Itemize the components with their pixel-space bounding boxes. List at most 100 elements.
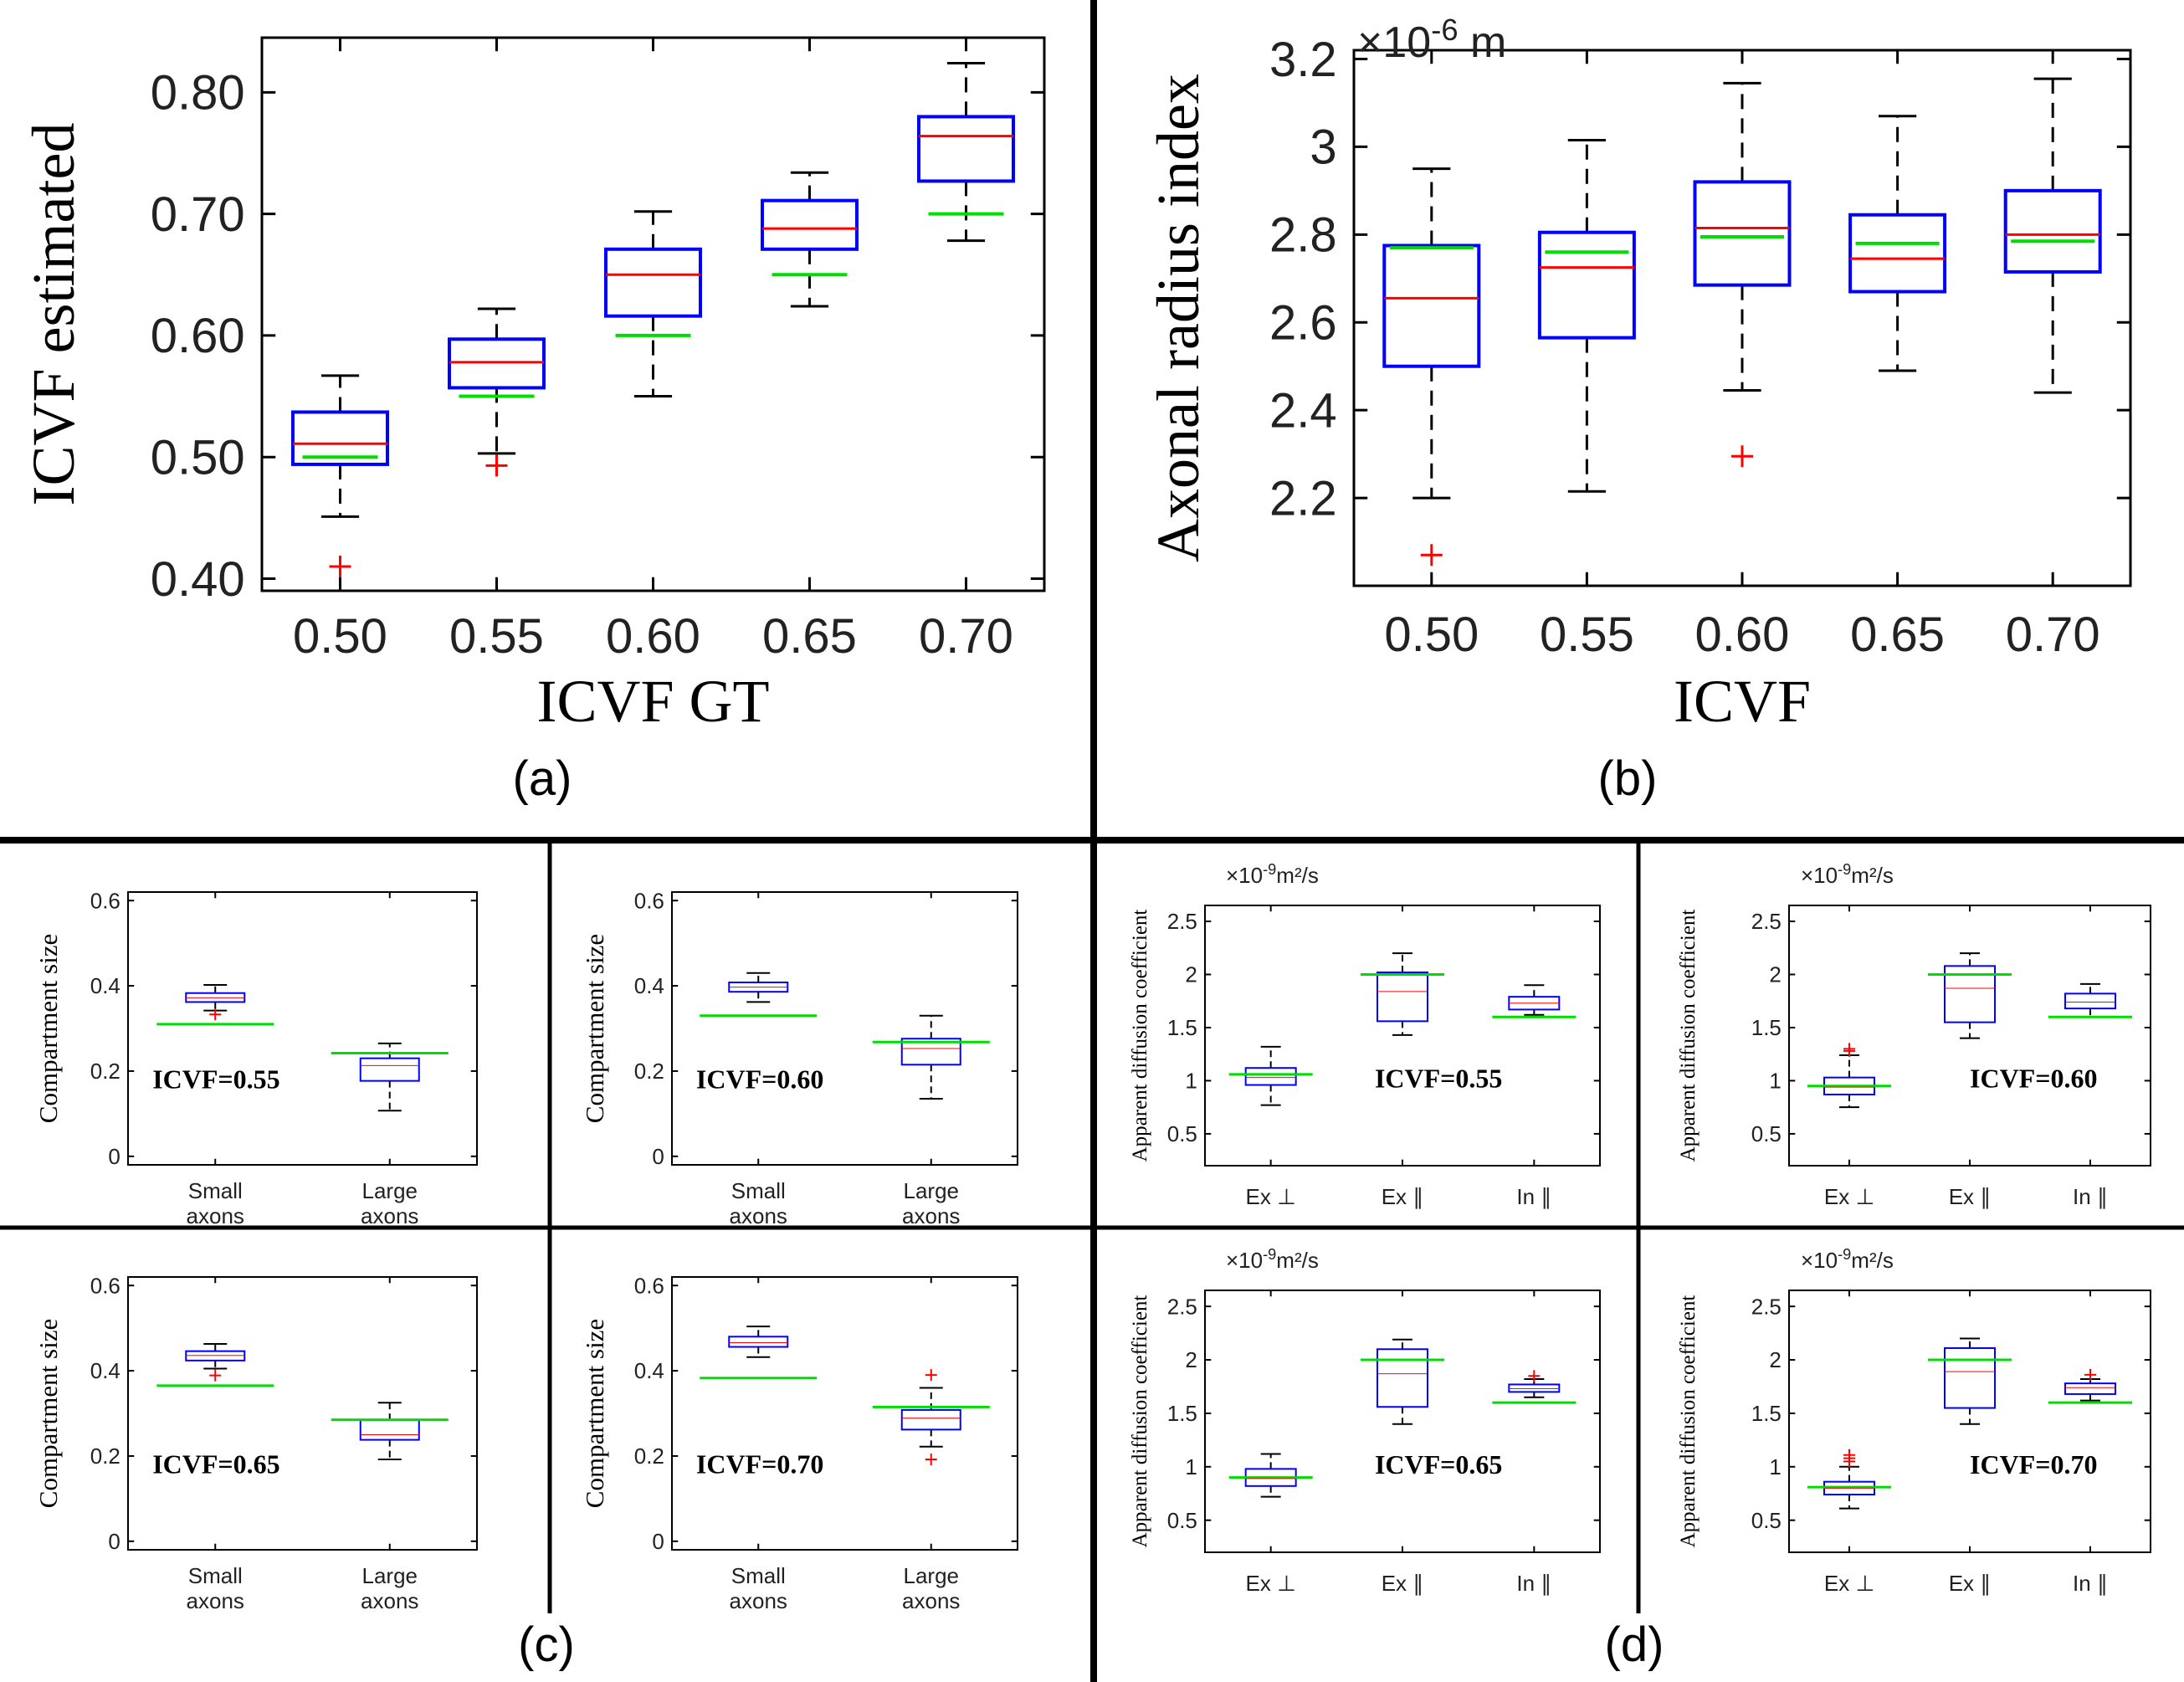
y-tick-label-a: 0.60 — [151, 309, 245, 363]
plot-b: 2.2 2.4 2.6 2.8 3 3.2 0.50 0.55 0.60 0.65 0.70 Axon… — [1145, 13, 2132, 735]
multiplier-unit: m²/s — [1276, 1248, 1319, 1273]
y-tick-label-c2: 0.4 — [634, 973, 664, 998]
y-axis-label-d1: Apparent diffusion coefficient — [1129, 910, 1151, 1162]
y-axis-label-a: ICVF estimated — [20, 123, 87, 506]
axis-multiplier-d1: ×10-9m²/s — [1226, 861, 1319, 888]
plot-d3: 0.5 1 1.5 2 2.5 Ex ⊥ Ex ∥ In ∥ Apparent diffusio… — [1129, 1246, 1601, 1596]
y-tick-label-d4: 2 — [1769, 1347, 1781, 1372]
box-c4 — [900, 1408, 961, 1431]
x-tick-label-d2: In ∥ — [2073, 1184, 2108, 1209]
x-tick-label-c1: axons — [187, 1203, 244, 1228]
icvf-annotation-c3: ICVF=0.65 — [152, 1449, 279, 1479]
y-tick-label-d1: 1 — [1185, 1069, 1197, 1094]
multiplier-exponent: -9 — [1263, 1246, 1276, 1263]
y-tick-label-c4: 0.6 — [634, 1273, 664, 1298]
x-tick-label-c3: axons — [361, 1588, 418, 1613]
outlier-marker-d4 — [2084, 1368, 2096, 1381]
y-tick-label-d2: 2.5 — [1751, 909, 1782, 934]
y-tick-label-b: 2.4 — [1269, 383, 1337, 438]
y-tick-label-c4: 0 — [652, 1529, 664, 1554]
x-tick-label-c1: Large — [362, 1178, 418, 1203]
x-tick-label-c3: Large — [362, 1563, 418, 1588]
icvf-annotation-d2: ICVF=0.60 — [1970, 1064, 2097, 1094]
box-d1 — [1244, 1067, 1297, 1086]
y-tick-label-c3: 0.6 — [90, 1273, 120, 1298]
y-tick-label-d3: 2 — [1185, 1347, 1197, 1372]
box-a — [761, 198, 859, 251]
multiplier-exponent: -6 — [1431, 13, 1458, 47]
multiplier-exponent: -9 — [1838, 861, 1851, 878]
multiplier-base: ×10 — [1226, 863, 1263, 888]
y-tick-label-c2: 0.6 — [634, 888, 664, 913]
x-tick-label-c4: Small — [731, 1563, 786, 1588]
y-tick-label-d3: 2.5 — [1167, 1294, 1197, 1319]
x-tick-label-c1: Small — [188, 1178, 243, 1203]
y-axis-label-c1: Compartment size — [33, 934, 63, 1123]
x-tick-label-a: 0.70 — [919, 609, 1013, 664]
box-d2 — [2064, 992, 2116, 1010]
x-tick-label-d4: Ex ⊥ — [1824, 1571, 1874, 1596]
x-tick-label-b: 0.60 — [1695, 608, 1790, 662]
box-d1 — [1377, 971, 1428, 1023]
y-tick-label-d1: 0.5 — [1167, 1121, 1197, 1146]
y-axis-label-d3: Apparent diffusion coefficient — [1129, 1295, 1151, 1548]
box-a — [917, 115, 1015, 183]
x-tick-label-c4: Large — [904, 1563, 960, 1588]
x-axis-label-a: ICVF GT — [536, 668, 769, 735]
multiplier-unit: m²/s — [1851, 1248, 1894, 1273]
y-tick-label-d3: 1.5 — [1167, 1401, 1197, 1426]
x-tick-label-c2: axons — [730, 1203, 787, 1228]
icvf-annotation-c1: ICVF=0.55 — [152, 1064, 279, 1095]
axes-frame-c2 — [671, 891, 1018, 1166]
multiplier-exponent: -9 — [1838, 1246, 1851, 1263]
outlier-marker-b — [1420, 544, 1443, 567]
y-axis-label-b: Axonal radius index — [1145, 74, 1212, 562]
outlier-marker-d4 — [1843, 1449, 1855, 1461]
y-tick-label-c2: 0.2 — [634, 1059, 664, 1084]
y-tick-label-d2: 1.5 — [1751, 1015, 1782, 1040]
icvf-annotation-c4: ICVF=0.70 — [696, 1449, 823, 1479]
multiplier-base: ×10 — [1801, 1248, 1838, 1273]
plot-d2: 0.5 1 1.5 2 2.5 Ex ⊥ Ex ∥ In ∥ Apparent diffusio… — [1677, 861, 2151, 1209]
x-tick-label-d4: In ∥ — [2073, 1571, 2108, 1596]
multiplier-base: ×10 — [1801, 863, 1838, 888]
y-tick-label-a: 0.50 — [151, 430, 245, 485]
y-tick-label-d3: 0.5 — [1167, 1508, 1197, 1533]
y-axis-label-c3: Compartment size — [33, 1319, 63, 1508]
outlier-marker-c4 — [925, 1454, 937, 1466]
multiplier-base: ×10 — [1357, 18, 1431, 67]
x-tick-label-b: 0.50 — [1384, 608, 1479, 662]
plot-c4: 00.20.40.6SmallaxonsLargeaxonsCompartmen… — [580, 1273, 1018, 1613]
axes-frame-c3 — [127, 1276, 478, 1551]
x-tick-label-c3: Small — [188, 1563, 243, 1588]
x-tick-label-d1: Ex ∥ — [1382, 1184, 1424, 1209]
y-tick-label-d4: 1 — [1769, 1454, 1781, 1479]
y-axis-label-c4: Compartment size — [580, 1319, 609, 1508]
y-tick-label-c1: 0.4 — [90, 973, 120, 998]
y-tick-label-a: 0.80 — [151, 66, 245, 121]
icvf-annotation-c2: ICVF=0.60 — [696, 1064, 823, 1095]
x-tick-label-b: 0.70 — [2006, 608, 2100, 662]
outlier-marker-a — [329, 555, 351, 577]
multiplier-exponent: -9 — [1263, 861, 1276, 878]
y-tick-label-b: 3.2 — [1269, 33, 1337, 87]
x-tick-label-c4: axons — [902, 1588, 960, 1613]
box-b — [1848, 213, 1947, 294]
x-tick-label-d2: Ex ∥ — [1949, 1184, 1992, 1209]
x-tick-label-a: 0.55 — [449, 609, 544, 664]
y-tick-label-a: 0.70 — [151, 187, 245, 242]
x-tick-label-d4: Ex ∥ — [1949, 1571, 1992, 1596]
plot-d1: 0.5 1 1.5 2 2.5 Ex ⊥ Ex ∥ In ∥ Apparent diffusio… — [1129, 861, 1601, 1209]
y-tick-label-a: 0.40 — [151, 552, 245, 607]
x-axis-label-b: ICVF — [1674, 668, 1811, 735]
plot-a: 0.40 0.50 0.60 0.70 0.80 0.50 0.55 0.60 0.65 0.70… — [20, 36, 1046, 735]
plot-c2: 00.20.40.6SmallaxonsLargeaxonsCompartmen… — [580, 888, 1018, 1228]
outlier-marker-c4 — [925, 1369, 937, 1382]
outlier-marker-d2 — [1843, 1043, 1855, 1055]
x-tick-label-c1: axons — [361, 1203, 418, 1228]
multiplier-unit: m²/s — [1851, 863, 1894, 888]
y-axis-label-d2: Apparent diffusion coefficient — [1677, 910, 1700, 1162]
x-tick-label-c2: axons — [902, 1203, 960, 1228]
y-tick-label-d1: 2 — [1185, 962, 1197, 987]
